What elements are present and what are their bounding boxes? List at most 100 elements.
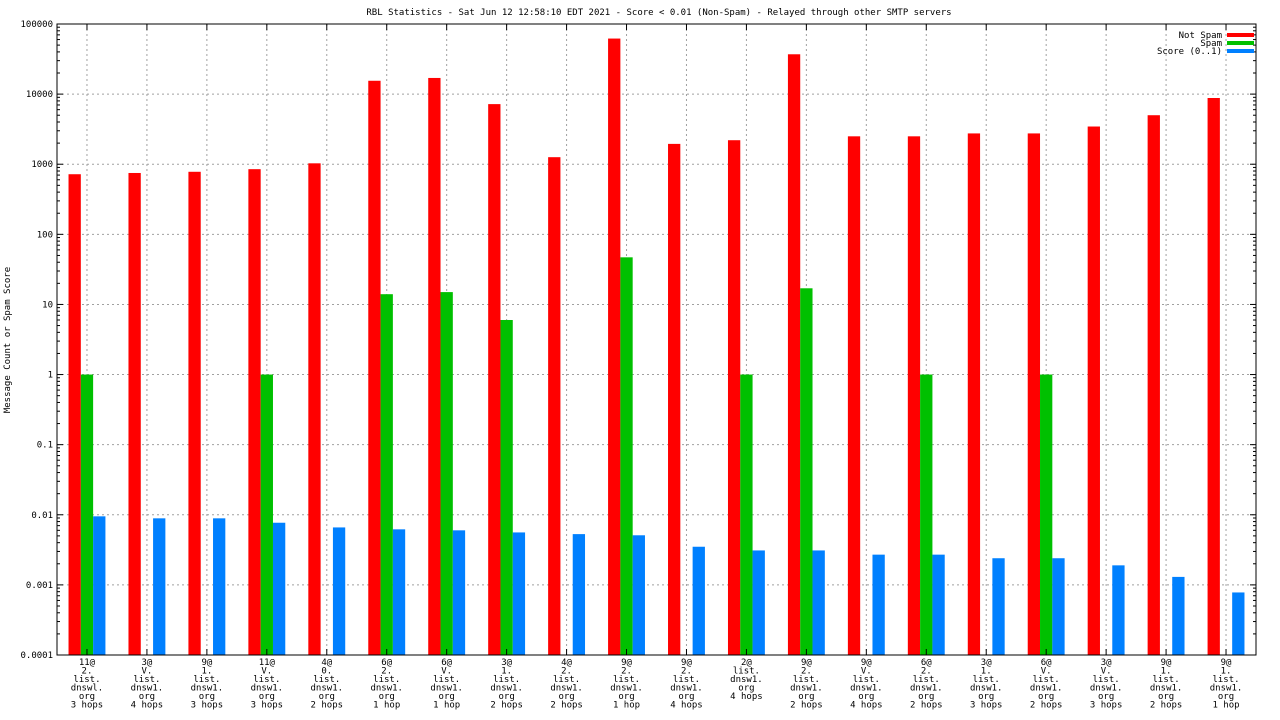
x-tick-label-line: org xyxy=(1218,692,1234,702)
x-tick-label-line: org xyxy=(558,692,574,702)
x-tick-label: 9@ 2. list. dnsw1. org 1 hop xyxy=(610,658,643,711)
x-tick-label: 9@ 1. list. dnsw1. org 2 hops xyxy=(1150,658,1183,711)
x-tick-label-line: dnsw1. xyxy=(191,684,224,694)
x-tick-label-line: 1. xyxy=(201,667,212,677)
x-tick-label-line: 2. xyxy=(561,667,572,677)
x-tick-label: 4@ 0. list. dnsw1. org 2 hops xyxy=(311,658,344,711)
x-tick-label-line: 2 hops xyxy=(311,701,344,711)
bar-2-3 xyxy=(272,522,286,655)
legend-swatch xyxy=(1227,33,1254,37)
x-tick-label-line: dnsw1. xyxy=(670,684,703,694)
x-tick-label-line: 9@ xyxy=(201,658,212,668)
x-tick-label-line: list. xyxy=(1093,675,1120,685)
bar-0-14 xyxy=(907,136,921,655)
y-tick-label: 100 xyxy=(37,230,53,240)
bar-0-5 xyxy=(368,80,381,656)
x-tick-label-line: V. xyxy=(261,667,272,677)
x-tick-label-line: org xyxy=(379,692,395,702)
x-tick-label: 11@ V. list. dnsw1. org 3 hops xyxy=(251,658,284,711)
x-tick-label-line: V. xyxy=(1041,667,1052,677)
x-tick-label-line: 0. xyxy=(321,667,332,677)
bar-0-7 xyxy=(488,104,501,655)
x-tick-label-line: list. xyxy=(433,675,460,685)
x-tick-label-line: list. xyxy=(133,675,160,685)
x-tick-label-line: list. xyxy=(913,675,940,685)
bar-1-12 xyxy=(800,288,813,655)
bars xyxy=(68,38,1245,656)
y-axis-label: Message Count or Spam Score xyxy=(3,267,13,413)
x-tick-label-line: org xyxy=(1038,692,1054,702)
x-tick-label-line: 4@ xyxy=(561,658,572,668)
bar-0-3 xyxy=(248,169,261,655)
bar-0-10 xyxy=(668,143,681,655)
x-tick-label-line: dnsw1. xyxy=(730,675,763,685)
x-tick-label-line: org xyxy=(858,692,874,702)
x-tick-label-line: 4 hops xyxy=(850,701,883,711)
x-tick-label-line: 6@ xyxy=(381,658,392,668)
x-tick-label-line: dnsw1. xyxy=(311,684,344,694)
y-tick-label: 1000 xyxy=(31,160,53,170)
x-tick-label-line: dnsw1. xyxy=(131,684,164,694)
plot-frame xyxy=(56,23,1257,656)
bar-0-16 xyxy=(1027,133,1041,656)
x-tick-label-line: org xyxy=(978,692,994,702)
bar-0-13 xyxy=(847,136,861,655)
x-tick-label-line: org xyxy=(618,692,634,702)
x-tick-label-line: list. xyxy=(193,675,220,685)
x-tick-label-line: list. xyxy=(73,675,100,685)
legend-label: Score (0..1) xyxy=(1157,47,1222,57)
bar-2-7 xyxy=(512,532,526,655)
x-tick-label-line: 2 hops xyxy=(790,701,823,711)
x-tick-label-line: dnsw1. xyxy=(1090,684,1123,694)
x-tick-label-line: 2 hops xyxy=(1150,701,1183,711)
bar-0-6 xyxy=(428,77,441,655)
x-tick-label: 11@ 2. list. dnswl. org 3 hops xyxy=(71,658,104,711)
y-tick-label: 0.001 xyxy=(26,581,53,591)
bar-1-9 xyxy=(620,257,633,655)
x-tick-label: 2@ list. dnsw1. org 4 hops xyxy=(730,658,763,702)
x-tick-label-line: dnsw1. xyxy=(910,684,943,694)
x-tick-label-line: dnsw1. xyxy=(970,684,1003,694)
bar-2-8 xyxy=(572,534,586,655)
bar-2-1 xyxy=(153,518,166,655)
legend-swatch xyxy=(1227,49,1254,53)
x-tick-label-line: 3@ xyxy=(501,658,512,668)
x-tick-label-line: 2@ xyxy=(741,658,752,668)
x-tick-label-line: 2. xyxy=(801,667,812,677)
x-tick-label-line: 2. xyxy=(82,667,93,677)
x-tick-label-line: 1 hop xyxy=(613,701,640,711)
axes: 0.0001 0.001 0.01 0.1 1 10 100 1000 10000 100000 1… xyxy=(20,20,1257,711)
x-tick-label-line: dnsw1. xyxy=(1210,684,1243,694)
x-tick-label-line: list. xyxy=(973,675,1000,685)
bar-2-16 xyxy=(1052,558,1065,655)
y-tick-label: 100000 xyxy=(20,20,53,30)
x-tick-label-line: list. xyxy=(373,675,400,685)
x-tick-label-line: dnsw1. xyxy=(790,684,823,694)
bar-1-14 xyxy=(920,374,933,655)
x-tick-label: 3@ 1. list. dnsw1. org 3 hops xyxy=(970,658,1003,711)
bar-1-6 xyxy=(440,292,453,655)
y-tick-label: 1 xyxy=(48,371,53,381)
x-tick-label-line: dnsw1. xyxy=(850,684,883,694)
x-tick-label: 6@ 2. list. dnsw1. org 2 hops xyxy=(910,658,943,711)
bar-0-9 xyxy=(608,38,621,655)
x-tick-label-line: org xyxy=(1158,692,1174,702)
x-tick-label: 6@ V. list. dnsw1. org 2 hops xyxy=(1030,658,1063,711)
x-tick-label-line: 3 hops xyxy=(191,701,224,711)
x-tick-label: 3@ V. list. dnsw1. org 3 hops xyxy=(1090,658,1123,711)
bar-2-18 xyxy=(1172,576,1185,655)
x-tick-label-line: V. xyxy=(441,667,452,677)
x-tick-label-line: list. xyxy=(673,675,700,685)
x-tick-label-line: 9@ xyxy=(801,658,812,668)
y-tick-label: 10 xyxy=(42,300,53,310)
x-tick-label-line: list. xyxy=(1153,675,1180,685)
x-tick-label-line: list. xyxy=(553,675,580,685)
x-tick-label-line: dnswl. xyxy=(71,684,104,694)
x-tick-label-line: dnsw1. xyxy=(490,684,523,694)
x-tick-label-line: list. xyxy=(313,675,340,685)
x-tick-label-line: 3@ xyxy=(142,658,153,668)
legend-swatch xyxy=(1227,41,1254,45)
x-tick-label-line: list. xyxy=(613,675,640,685)
bar-0-12 xyxy=(787,54,801,655)
